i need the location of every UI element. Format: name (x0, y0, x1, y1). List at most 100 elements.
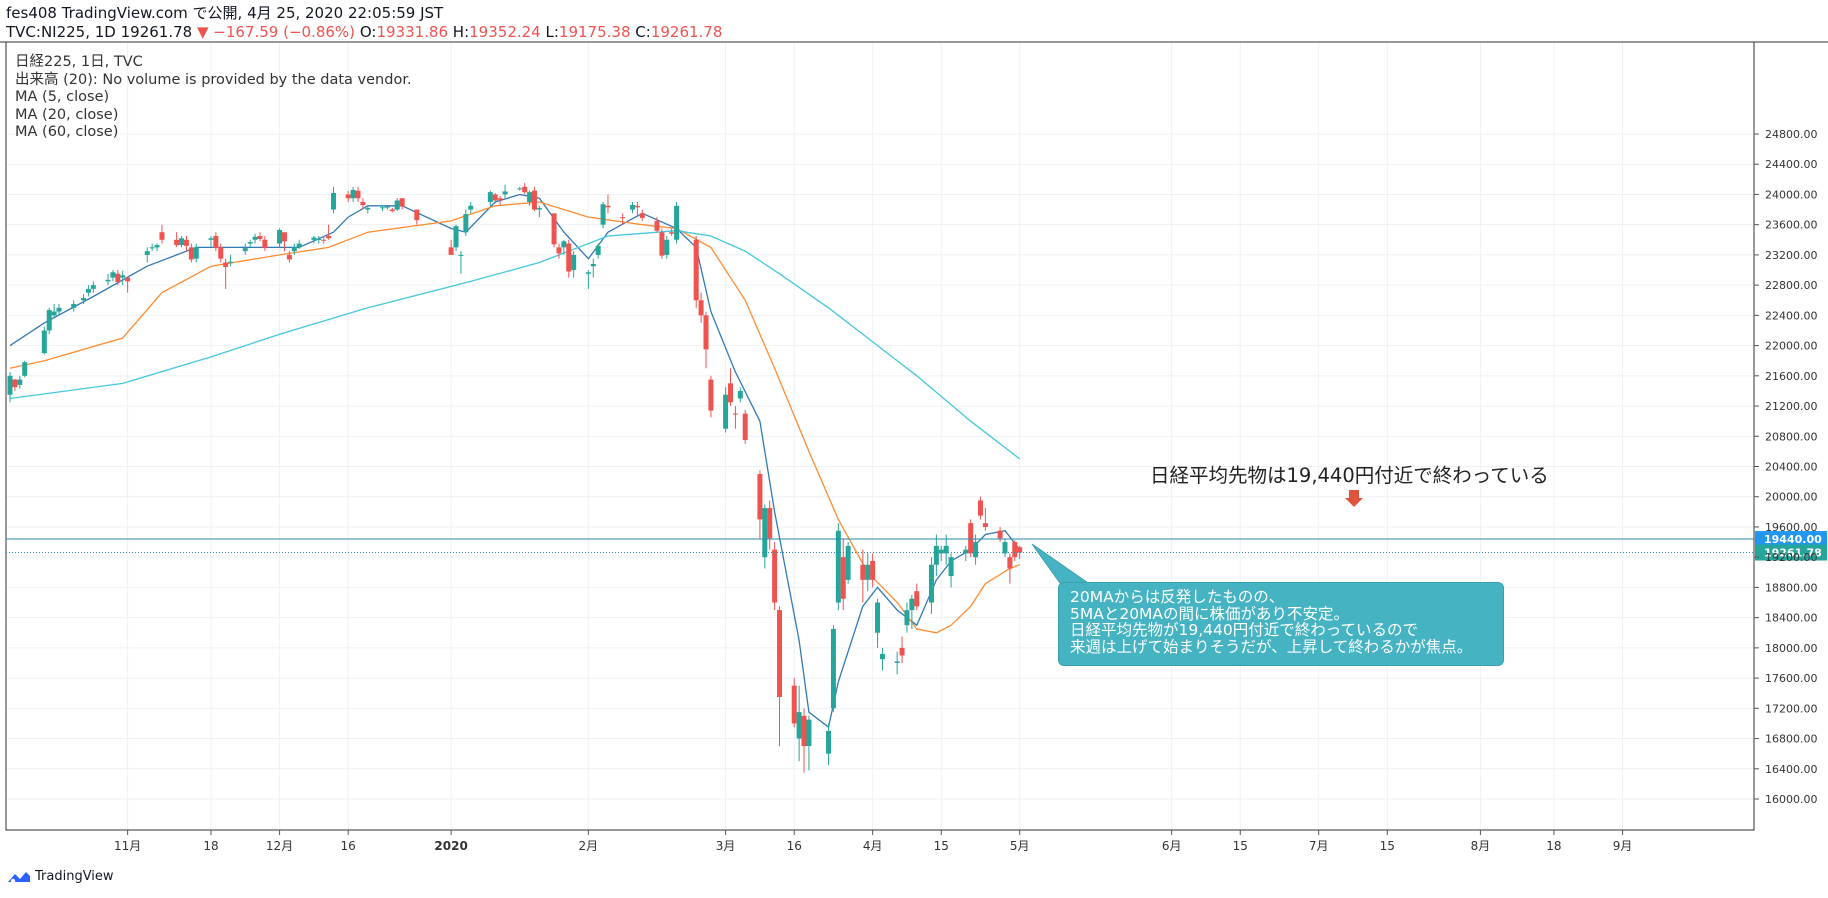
candle[interactable] (183, 236, 189, 252)
candle[interactable] (909, 594, 915, 629)
candle[interactable] (870, 553, 876, 588)
candle[interactable] (193, 243, 199, 263)
candle[interactable] (1012, 540, 1018, 561)
candle[interactable] (85, 285, 91, 297)
candle[interactable] (801, 708, 807, 773)
candle[interactable] (144, 247, 150, 263)
candle[interactable] (46, 307, 52, 335)
candle[interactable] (762, 504, 768, 569)
candle[interactable] (350, 186, 356, 203)
candle[interactable] (806, 715, 812, 771)
candle[interactable] (81, 294, 87, 305)
candle[interactable] (51, 304, 57, 317)
candle[interactable] (654, 217, 660, 233)
candle[interactable] (772, 542, 778, 611)
candle[interactable] (208, 236, 214, 248)
candle[interactable] (277, 228, 283, 248)
candle[interactable] (894, 651, 900, 675)
candle[interactable] (796, 685, 802, 762)
candle[interactable] (90, 281, 96, 293)
candle[interactable] (708, 375, 714, 418)
candle[interactable] (149, 243, 155, 252)
candle[interactable] (453, 224, 459, 252)
candle[interactable] (531, 186, 537, 212)
candle[interactable] (394, 198, 400, 212)
candle[interactable] (826, 723, 832, 765)
candle[interactable] (948, 553, 954, 588)
candle[interactable] (228, 254, 234, 267)
candle[interactable] (551, 213, 557, 248)
candle[interactable] (605, 194, 611, 214)
candle[interactable] (571, 251, 577, 278)
candle[interactable] (12, 378, 18, 391)
candle[interactable] (17, 375, 23, 389)
candle[interactable] (223, 258, 229, 289)
candle[interactable] (830, 625, 836, 713)
candle[interactable] (326, 224, 332, 240)
candle[interactable] (517, 186, 523, 191)
candle[interactable] (56, 304, 62, 316)
candle[interactable] (22, 360, 28, 378)
candle[interactable] (321, 236, 327, 244)
candle[interactable] (492, 192, 498, 204)
candle[interactable] (968, 519, 974, 558)
candle[interactable] (281, 232, 287, 252)
candle[interactable] (218, 243, 224, 263)
candle[interactable] (468, 202, 474, 214)
candle[interactable] (938, 545, 944, 561)
candle[interactable] (674, 202, 680, 244)
candle[interactable] (7, 372, 13, 403)
candle[interactable] (723, 387, 729, 433)
candle[interactable] (399, 198, 405, 210)
candle[interactable] (252, 233, 258, 244)
candle[interactable] (536, 205, 542, 218)
candle[interactable] (355, 186, 361, 203)
candle[interactable] (487, 190, 493, 206)
candle[interactable] (316, 236, 322, 244)
candle[interactable] (179, 236, 185, 248)
legend-volume[interactable]: 出来高 (20): No volume is provided by the d… (15, 71, 412, 88)
footer-brand[interactable]: TradingView (6, 869, 114, 884)
candle[interactable] (963, 545, 969, 561)
candle[interactable] (732, 406, 738, 429)
candle[interactable] (360, 198, 366, 210)
candle[interactable] (590, 258, 596, 278)
candle[interactable] (257, 232, 263, 242)
candle[interactable] (904, 602, 910, 633)
annotation-text[interactable]: 日経平均先物は19,440円付近で終わっている (1150, 464, 1549, 487)
candle[interactable] (634, 202, 640, 218)
candle[interactable] (777, 606, 783, 747)
candle[interactable] (110, 270, 116, 282)
legend-ma60[interactable]: MA (60, close) (15, 124, 119, 140)
candle[interactable] (639, 209, 645, 221)
candle[interactable] (105, 273, 111, 286)
legend-ma5[interactable]: MA (5, close) (15, 89, 110, 105)
candle[interactable] (600, 202, 606, 229)
candle[interactable] (527, 190, 533, 206)
candle[interactable] (286, 251, 292, 263)
candle[interactable] (41, 326, 47, 355)
candle[interactable] (693, 236, 699, 308)
candle[interactable] (585, 270, 591, 289)
candle[interactable] (875, 598, 881, 648)
legend-ma20[interactable]: MA (20, close) (15, 106, 119, 123)
candle[interactable] (703, 311, 709, 369)
candle[interactable] (448, 239, 454, 255)
candle[interactable] (502, 184, 508, 199)
candle[interactable] (384, 205, 390, 210)
candle[interactable] (1007, 553, 1013, 584)
candle[interactable] (115, 270, 121, 286)
candle[interactable] (188, 243, 194, 263)
candle[interactable] (296, 239, 302, 249)
candle[interactable] (943, 534, 949, 565)
candle[interactable] (982, 508, 988, 531)
candle[interactable] (213, 232, 219, 252)
candle[interactable] (728, 368, 734, 407)
candle[interactable] (1002, 538, 1008, 558)
legend-title[interactable]: 日経225, 1日, TVC (15, 54, 143, 70)
candle[interactable] (561, 239, 567, 255)
candle[interactable] (757, 470, 763, 539)
candle[interactable] (742, 409, 748, 444)
candle[interactable] (620, 213, 626, 225)
